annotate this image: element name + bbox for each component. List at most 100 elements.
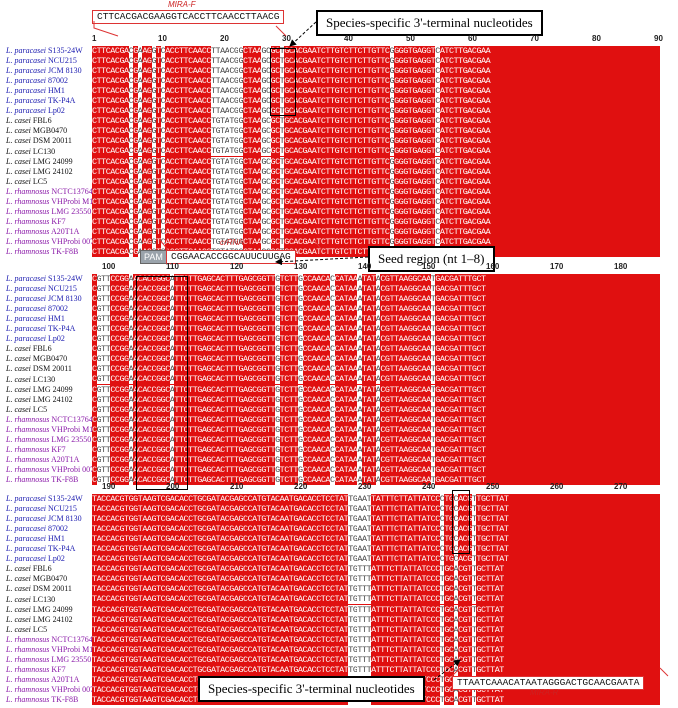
ruler-tick-label: 180: [614, 262, 628, 271]
species-name: L. rhamnosus: [6, 186, 50, 196]
species-name: L. rhamnosus: [6, 206, 50, 216]
sequence-row: CGTTCCGGAACACCGGCATTCTTGAGCACTTTGAGCGGTT…: [92, 424, 660, 435]
strain-id: LMG 23550: [49, 206, 92, 216]
strain-label: L. casei FBL6: [6, 564, 52, 574]
sequence-row: CTTCACGACGAAGGTCACCTTCAACCTGTATGGCTAAGCG…: [92, 196, 660, 207]
sequence-row: CGTTCCGGAACACCGGCATTCTTGAGCACTTTGAGCGGTT…: [92, 384, 660, 395]
callout-top-species-specific: Species-specific 3'-terminal nucleotides: [316, 10, 543, 36]
species-name: L. paracasei: [6, 514, 46, 524]
strain-label: L. casei LC5: [6, 625, 47, 635]
strain-id: LMG 24099: [30, 604, 73, 614]
sequence-row: CGTTCCGGAACACCGGCATTCTTGAGCACTTTGAGCGGTT…: [92, 324, 660, 335]
sequence-row: CGTTCCGGAACACCGGCATTCTTGAGCACTTTGAGCGGTT…: [92, 294, 660, 305]
sequence-row: CGTTCCGGAACACCGGCATTCTTGAGCACTTTGAGCGGTT…: [92, 454, 660, 465]
box-bottom-3prime-nucleotides: [452, 490, 470, 554]
sequence-row: CGTTCCGGAACACCGGCATTCTTGAGCACTTTGAGCGGTT…: [92, 374, 660, 385]
sequence-row: CTTCACGACGAAGGTCACCTTCAACCTTAACGGCTAAGCG…: [92, 66, 660, 77]
species-name: L. casei: [6, 166, 31, 176]
sequence-row: TACCACGTGGTAAGTCGACACCTGCGATACGAGCCATGTA…: [92, 654, 660, 665]
sequence-row: CTTCACGACGAAGGTCACCTTCAACCTTAACGGCTAAGCG…: [92, 96, 660, 107]
primer-r-chevron-right: [659, 667, 669, 677]
ruler-tick-label: 160: [486, 262, 500, 271]
species-name: L. paracasei: [6, 56, 46, 66]
strain-id: TK-P4A: [46, 324, 76, 334]
species-name: L. casei: [6, 176, 31, 186]
strain-id: LMG 24102: [30, 614, 73, 624]
species-name: L. rhamnosus: [6, 454, 50, 464]
callout-bottom-species-specific: Species-specific 3'-terminal nucleotides: [198, 676, 425, 702]
species-name: L. rhamnosus: [6, 634, 50, 644]
ruler-tick-label: 70: [530, 34, 539, 43]
ruler-tick-label: 100: [102, 262, 116, 271]
species-name: L. rhamnosus: [6, 475, 50, 484]
strain-id: MGB0470: [30, 354, 68, 364]
strain-id: 87002: [46, 304, 68, 314]
callout-seed-region: Seed region (nt 1–8): [368, 246, 495, 272]
species-name: L. casei: [6, 126, 31, 136]
sequence-row: TACCACGTGGTAAGTCGACACCTGCGATACGAGCCATGTA…: [92, 594, 660, 605]
strain-label: L. rhamnosus TK-F8B: [6, 475, 78, 485]
species-name: L. rhamnosus: [6, 674, 50, 684]
sequence-row: CGTTCCGGAACACCGGCATTCTTGAGCACTTTGAGCGGTT…: [92, 304, 660, 315]
box-top-3prime-nucleotides: [270, 48, 296, 116]
strain-id: LC5: [30, 176, 48, 186]
ruler-tick-label: 250: [486, 482, 500, 491]
species-name: L. paracasei: [6, 504, 46, 514]
sequence-row: CTTCACGACGAAGGTCACCTTCAACCTTAACGGCTAAGCG…: [92, 56, 660, 67]
sequence-row: CTTCACGACGAAGGTCACCTTCAACCTTAACGGCTAAGCG…: [92, 86, 660, 97]
strain-label: L. paracasei HM1: [6, 314, 65, 324]
strain-id: NCTC13764: [49, 414, 93, 424]
strain-label: L. rhamnosus TK-F8B: [6, 695, 78, 705]
crrna-tag: crRNA: [220, 238, 244, 247]
sequence-row: CTTCACGACGAAGGTCACCTTCAACCTGTATGGCTAAGCG…: [92, 236, 660, 247]
strain-id: TK-P4A: [46, 544, 76, 554]
sequence-row: TACCACGTGGTAAGTCGACACCTGCGATACGAGCCATGTA…: [92, 514, 660, 525]
strain-label: L. paracasei 87002: [6, 76, 68, 86]
sequence-row: CGTTCCGGAACACCGGCATTCTTGAGCACTTTGAGCGGTT…: [92, 404, 660, 415]
strain-label: L. paracasei JCM 8130: [6, 66, 82, 76]
primer-f-chevron-end: [275, 25, 287, 37]
strain-label: L. paracasei HM1: [6, 534, 65, 544]
strain-id: Lp02: [46, 106, 65, 116]
box-seed-region: [136, 276, 188, 490]
species-name: L. paracasei: [6, 284, 46, 294]
species-name: L. paracasei: [6, 524, 46, 534]
primer-r-chevron-left: [451, 667, 461, 677]
strain-label: L. rhamnosus A20T1A: [6, 227, 79, 237]
strain-label: L. casei MGB0470: [6, 354, 67, 364]
sequence-row: CTTCACGACGAAGGTCACCTTCAACCTGTATGGCTAAGCG…: [92, 206, 660, 217]
species-name: L. paracasei: [6, 46, 46, 55]
ruler-tick-label: 260: [550, 482, 564, 491]
strain-id: JCM 8130: [46, 294, 82, 304]
ruler-tick-label: 190: [102, 482, 116, 491]
strain-id: NCTC13764: [49, 634, 93, 644]
strain-label: L. paracasei NCU215: [6, 56, 77, 66]
strain-id: S135-24W: [46, 274, 83, 283]
strain-id: TK-P4A: [46, 96, 76, 106]
sequence-block-1: CTTCACGACGAAGGTCACCTTCAACCTTAACGGCTAAGCG…: [92, 46, 660, 257]
species-name: L. rhamnosus: [6, 216, 50, 226]
strain-id: DSM 20011: [30, 364, 72, 374]
sequence-row: CGTTCCGGAACACCGGCATTCTTGAGCACTTTGAGCGGTT…: [92, 364, 660, 375]
species-name: L. paracasei: [6, 314, 46, 324]
sequence-row: TACCACGTGGTAAGTCGACACCTGCGATACGAGCCATGTA…: [92, 554, 660, 565]
strain-label: L. rhamnosus VHProbi 007: [6, 465, 94, 475]
strain-id: HM1: [46, 314, 65, 324]
species-name: L. paracasei: [6, 554, 46, 564]
strain-label: L. casei FBL6: [6, 116, 52, 126]
species-name: L. rhamnosus: [6, 654, 50, 664]
ruler-tick-label: 200: [166, 482, 180, 491]
strain-id: HM1: [46, 534, 65, 544]
ruler-tick-label: 120: [230, 262, 244, 271]
ruler-tick-label: 40: [344, 34, 353, 43]
strain-label: L. casei LMG 24102: [6, 395, 73, 405]
species-name: L. rhamnosus: [6, 414, 50, 424]
sequence-row: TACCACGTGGTAAGTCGACACCTGCGATACGAGCCATGTA…: [92, 584, 660, 595]
strain-id: 87002: [46, 524, 68, 534]
strain-id: LC5: [30, 624, 48, 634]
ruler-tick-label: 90: [654, 34, 663, 43]
strain-label: L. casei LC130: [6, 595, 55, 605]
ruler-tick-label: 220: [294, 482, 308, 491]
sequence-row: TACCACGTGGTAAGTCGACACCTGCGATACGAGCCATGTA…: [92, 564, 660, 575]
sequence-row: CGTTCCGGAACACCGGCATTCTTGAGCACTTTGAGCGGTT…: [92, 434, 660, 445]
